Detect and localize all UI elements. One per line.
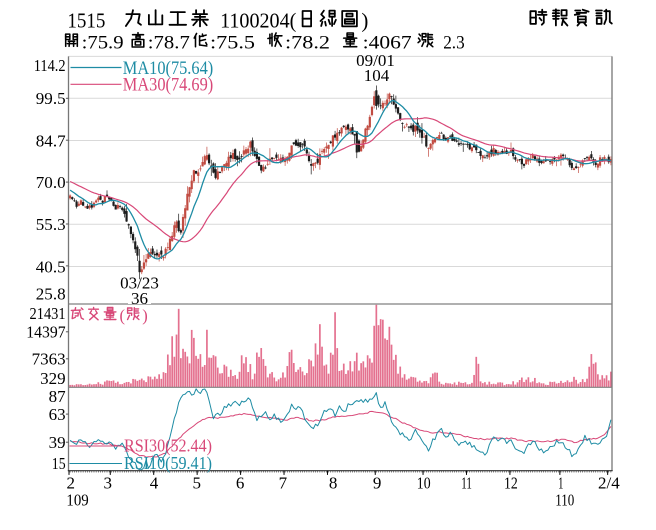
svg-text:12: 12 (504, 473, 518, 492)
svg-text:104: 104 (364, 66, 390, 85)
svg-text:2/4: 2/4 (598, 473, 620, 492)
svg-text:MA30(74.69): MA30(74.69) (123, 75, 213, 96)
svg-text:1100204(: 1100204( (220, 9, 296, 33)
svg-text:55.3: 55.3 (36, 215, 66, 234)
svg-text:25.8: 25.8 (36, 285, 66, 304)
svg-text:114.2: 114.2 (34, 56, 66, 75)
svg-text:2.3: 2.3 (443, 32, 465, 53)
svg-text:110: 110 (555, 491, 574, 510)
svg-text:14397: 14397 (26, 323, 66, 342)
svg-text::75.5: :75.5 (210, 32, 255, 53)
svg-text:3: 3 (104, 473, 113, 492)
svg-text:1515: 1515 (67, 9, 105, 33)
svg-text:15: 15 (52, 454, 66, 473)
svg-text::75.9: :75.9 (82, 32, 124, 53)
svg-text:7363: 7363 (32, 350, 66, 369)
svg-text:36: 36 (131, 289, 148, 308)
svg-text::78.7: :78.7 (148, 32, 190, 53)
svg-text:09/01: 09/01 (356, 51, 395, 70)
svg-text:(: ( (120, 306, 126, 325)
svg-text:63: 63 (49, 405, 66, 424)
svg-text:4: 4 (150, 473, 159, 492)
svg-text:40.5: 40.5 (36, 257, 66, 276)
svg-text:84.7: 84.7 (36, 131, 66, 150)
svg-text:RSI30(52.44): RSI30(52.44) (124, 436, 212, 456)
svg-text:11: 11 (461, 473, 472, 492)
svg-text:8: 8 (329, 473, 338, 492)
svg-text:70.0: 70.0 (36, 173, 66, 192)
svg-text:1: 1 (558, 473, 563, 492)
svg-text:10: 10 (417, 473, 431, 492)
svg-text:109: 109 (66, 491, 88, 510)
svg-text:RSI10(59.41): RSI10(59.41) (124, 453, 212, 473)
svg-text:2: 2 (67, 473, 76, 492)
svg-text::4067: :4067 (363, 32, 412, 53)
svg-text:03/23: 03/23 (120, 274, 159, 293)
svg-text:39: 39 (49, 433, 66, 452)
svg-text::78.2: :78.2 (285, 32, 330, 53)
svg-text:329: 329 (40, 369, 66, 388)
svg-text:5: 5 (193, 473, 202, 492)
svg-text:): ) (142, 306, 148, 325)
svg-text:9: 9 (373, 473, 382, 492)
svg-text:): ) (361, 9, 368, 33)
svg-text:21431: 21431 (30, 304, 66, 323)
svg-text:MA10(75.64): MA10(75.64) (123, 58, 213, 79)
svg-text:99.5: 99.5 (36, 89, 66, 108)
svg-text:7: 7 (279, 473, 288, 492)
svg-text:87: 87 (49, 387, 67, 406)
svg-text:6: 6 (236, 473, 245, 492)
